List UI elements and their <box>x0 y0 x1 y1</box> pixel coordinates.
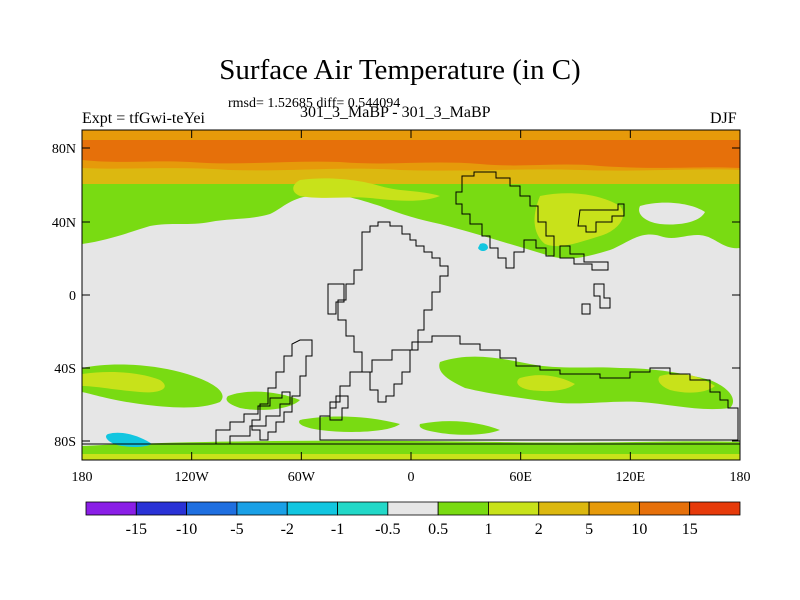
lon-tick-label: 60W <box>288 470 316 485</box>
outline-eastern-land <box>577 203 625 233</box>
lon-tick-label: 180 <box>730 470 751 485</box>
north-cyan-speck <box>478 243 488 251</box>
colorbar-swatch <box>337 501 389 516</box>
experiment-label: Expt = tfGwi-teYei <box>82 110 205 127</box>
south-pacific-yellowgreen <box>82 372 165 393</box>
arctic-band-dark-orange <box>82 140 740 168</box>
antarctic-cyan-patch <box>106 432 152 447</box>
lon-tick-label: 180 <box>72 470 93 485</box>
colorbar-swatch <box>85 501 137 516</box>
map-plot-area <box>82 130 740 460</box>
colorbar-label: -10 <box>176 521 197 538</box>
outline-small-coast <box>329 395 349 421</box>
colorbar-label: 1 <box>484 521 492 538</box>
south-indian-green <box>439 356 734 410</box>
colorbar-swatch <box>286 501 338 516</box>
colorbar-label: -1 <box>331 521 344 538</box>
outline-americas <box>337 221 449 403</box>
colorbar-swatch <box>387 501 439 516</box>
colorbar-swatch <box>689 501 741 516</box>
outline-east-coast <box>559 245 609 271</box>
lat-tick-label: 80S <box>54 435 76 450</box>
colorbar-label: 0.5 <box>428 521 448 538</box>
season-label: DJF <box>710 110 737 127</box>
map-axes: 80N 40N 0 40S 80S 180 120W 60W 0 60E 120E 180 <box>52 130 751 485</box>
colorbar-swatch <box>538 501 590 516</box>
south-atlantic-green-2 <box>299 416 400 432</box>
colorbar-label: -5 <box>230 521 243 538</box>
north-neutral-gap <box>639 202 705 225</box>
lon-tick-label: 60E <box>509 470 532 485</box>
colorbar-label: -15 <box>126 521 147 538</box>
lat-tick-label: 0 <box>69 289 76 304</box>
lat-tick-label: 40N <box>52 216 76 231</box>
north-yellowgreen-patch-1 <box>293 178 440 201</box>
colorbar-label: -2 <box>281 521 294 538</box>
colorbar-swatch <box>638 501 691 516</box>
colorbar: -15 -10 -5 -2 -1 -0.5 0.5 1 2 5 10 15 <box>85 501 741 538</box>
outline-peninsula <box>215 391 291 445</box>
colorbar-label: 15 <box>682 521 698 538</box>
lon-tick-label: 0 <box>408 470 415 485</box>
lat-tick-label: 40S <box>54 362 76 377</box>
lat-tick-label: 80N <box>52 142 76 157</box>
south-atlantic-green-3 <box>419 421 500 435</box>
lon-tick-label: 120W <box>175 470 210 485</box>
colorbar-label: 2 <box>535 521 543 538</box>
outline-island-1 <box>593 283 611 309</box>
colorbar-swatch <box>588 501 640 516</box>
colorbar-label: -0.5 <box>375 521 400 538</box>
outline-andes <box>327 283 345 315</box>
continent-outlines <box>82 171 740 445</box>
colorbar-swatch <box>135 501 188 516</box>
page-title: Surface Air Temperature (in C) <box>219 54 581 86</box>
south-indian-yellowgreen <box>517 375 575 392</box>
outline-island-2 <box>581 303 591 315</box>
colorbar-swatch <box>437 501 489 516</box>
outline-southern-land <box>319 335 739 441</box>
outline-south-cone <box>251 339 313 441</box>
colorbar-swatch <box>488 501 540 516</box>
lon-tick-label: 120E <box>616 470 646 485</box>
outline-africa-eurasia <box>455 171 555 269</box>
rmsd-diff-stats: rmsd= 1.52685 diff= 0.544094 <box>228 96 401 111</box>
case-comparison-label: 301_3_MaBP - 301_3_MaBP <box>300 104 491 121</box>
colorbar-label: 10 <box>631 521 647 538</box>
colorbar-swatch <box>236 501 288 516</box>
colorbar-swatch <box>186 501 238 516</box>
south-east-yellowgreen <box>658 373 715 393</box>
colorbar-label: 5 <box>585 521 593 538</box>
